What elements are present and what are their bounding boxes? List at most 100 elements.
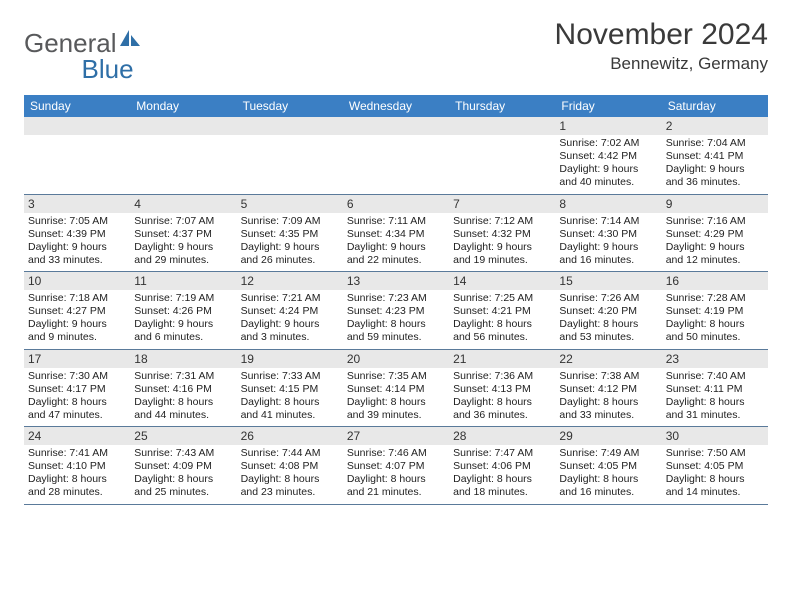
day-content: Sunrise: 7:19 AMSunset: 4:26 PMDaylight:… <box>130 290 236 349</box>
daylight-text-2: and 22 minutes. <box>347 254 445 267</box>
col-thursday: Thursday <box>449 95 555 117</box>
calendar-cell: 27Sunrise: 7:46 AMSunset: 4:07 PMDayligh… <box>343 427 449 505</box>
day-content: Sunrise: 7:33 AMSunset: 4:15 PMDaylight:… <box>237 368 343 427</box>
daylight-text-2: and 6 minutes. <box>134 331 232 344</box>
calendar-cell: 11Sunrise: 7:19 AMSunset: 4:26 PMDayligh… <box>130 272 236 350</box>
sunset-text: Sunset: 4:12 PM <box>559 383 657 396</box>
sunset-text: Sunset: 4:32 PM <box>453 228 551 241</box>
daylight-text-1: Daylight: 8 hours <box>28 473 126 486</box>
sunset-text: Sunset: 4:17 PM <box>28 383 126 396</box>
daylight-text-2: and 31 minutes. <box>666 409 764 422</box>
sunset-text: Sunset: 4:14 PM <box>347 383 445 396</box>
location-label: Bennewitz, Germany <box>555 54 768 74</box>
daylight-text-2: and 12 minutes. <box>666 254 764 267</box>
daylight-text-2: and 29 minutes. <box>134 254 232 267</box>
daylight-text-2: and 53 minutes. <box>559 331 657 344</box>
daylight-text-2: and 44 minutes. <box>134 409 232 422</box>
sunrise-text: Sunrise: 7:35 AM <box>347 370 445 383</box>
daylight-text-2: and 16 minutes. <box>559 254 657 267</box>
day-number-bar: 7 <box>449 195 555 213</box>
day-number-bar: 22 <box>555 350 661 368</box>
col-sunday: Sunday <box>24 95 130 117</box>
daylight-text-1: Daylight: 8 hours <box>559 318 657 331</box>
day-number-bar: 14 <box>449 272 555 290</box>
daylight-text-1: Daylight: 8 hours <box>134 396 232 409</box>
col-monday: Monday <box>130 95 236 117</box>
calendar-cell: 17Sunrise: 7:30 AMSunset: 4:17 PMDayligh… <box>24 349 130 427</box>
sunset-text: Sunset: 4:20 PM <box>559 305 657 318</box>
day-content: Sunrise: 7:46 AMSunset: 4:07 PMDaylight:… <box>343 445 449 504</box>
day-content: Sunrise: 7:43 AMSunset: 4:09 PMDaylight:… <box>130 445 236 504</box>
day-number-bar <box>449 117 555 135</box>
calendar-cell: 30Sunrise: 7:50 AMSunset: 4:05 PMDayligh… <box>662 427 768 505</box>
daylight-text-2: and 33 minutes. <box>28 254 126 267</box>
sunrise-text: Sunrise: 7:50 AM <box>666 447 764 460</box>
day-number-bar: 6 <box>343 195 449 213</box>
daylight-text-1: Daylight: 9 hours <box>666 241 764 254</box>
calendar-body: 1Sunrise: 7:02 AMSunset: 4:42 PMDaylight… <box>24 117 768 504</box>
day-content: Sunrise: 7:36 AMSunset: 4:13 PMDaylight:… <box>449 368 555 427</box>
daylight-text-2: and 16 minutes. <box>559 486 657 499</box>
col-wednesday: Wednesday <box>343 95 449 117</box>
sunrise-text: Sunrise: 7:14 AM <box>559 215 657 228</box>
sunrise-text: Sunrise: 7:23 AM <box>347 292 445 305</box>
sunrise-text: Sunrise: 7:40 AM <box>666 370 764 383</box>
sunset-text: Sunset: 4:23 PM <box>347 305 445 318</box>
brand-logo: GeneralBlue <box>24 28 144 85</box>
calendar-cell: 8Sunrise: 7:14 AMSunset: 4:30 PMDaylight… <box>555 194 661 272</box>
sunset-text: Sunset: 4:41 PM <box>666 150 764 163</box>
sunrise-text: Sunrise: 7:19 AM <box>134 292 232 305</box>
day-content <box>343 135 449 193</box>
calendar-cell: 7Sunrise: 7:12 AMSunset: 4:32 PMDaylight… <box>449 194 555 272</box>
daylight-text-2: and 9 minutes. <box>28 331 126 344</box>
col-saturday: Saturday <box>662 95 768 117</box>
day-content: Sunrise: 7:12 AMSunset: 4:32 PMDaylight:… <box>449 213 555 272</box>
daylight-text-1: Daylight: 8 hours <box>347 396 445 409</box>
day-content: Sunrise: 7:23 AMSunset: 4:23 PMDaylight:… <box>343 290 449 349</box>
day-content: Sunrise: 7:35 AMSunset: 4:14 PMDaylight:… <box>343 368 449 427</box>
daylight-text-1: Daylight: 9 hours <box>241 318 339 331</box>
daylight-text-2: and 36 minutes. <box>453 409 551 422</box>
calendar-cell <box>343 117 449 194</box>
calendar-cell: 5Sunrise: 7:09 AMSunset: 4:35 PMDaylight… <box>237 194 343 272</box>
sunrise-text: Sunrise: 7:44 AM <box>241 447 339 460</box>
day-content: Sunrise: 7:40 AMSunset: 4:11 PMDaylight:… <box>662 368 768 427</box>
calendar-cell: 24Sunrise: 7:41 AMSunset: 4:10 PMDayligh… <box>24 427 130 505</box>
calendar-cell: 10Sunrise: 7:18 AMSunset: 4:27 PMDayligh… <box>24 272 130 350</box>
sunrise-text: Sunrise: 7:43 AM <box>134 447 232 460</box>
day-number-bar: 12 <box>237 272 343 290</box>
day-number-bar: 11 <box>130 272 236 290</box>
sunset-text: Sunset: 4:13 PM <box>453 383 551 396</box>
calendar-cell: 16Sunrise: 7:28 AMSunset: 4:19 PMDayligh… <box>662 272 768 350</box>
daylight-text-2: and 28 minutes. <box>28 486 126 499</box>
day-number-bar: 16 <box>662 272 768 290</box>
day-content: Sunrise: 7:41 AMSunset: 4:10 PMDaylight:… <box>24 445 130 504</box>
sunrise-text: Sunrise: 7:28 AM <box>666 292 764 305</box>
day-number-bar: 20 <box>343 350 449 368</box>
calendar-cell: 15Sunrise: 7:26 AMSunset: 4:20 PMDayligh… <box>555 272 661 350</box>
daylight-text-1: Daylight: 9 hours <box>134 241 232 254</box>
daylight-text-1: Daylight: 9 hours <box>28 241 126 254</box>
daylight-text-2: and 25 minutes. <box>134 486 232 499</box>
daylight-text-2: and 33 minutes. <box>559 409 657 422</box>
calendar-cell <box>24 117 130 194</box>
day-content: Sunrise: 7:14 AMSunset: 4:30 PMDaylight:… <box>555 213 661 272</box>
day-content: Sunrise: 7:09 AMSunset: 4:35 PMDaylight:… <box>237 213 343 272</box>
sunset-text: Sunset: 4:26 PM <box>134 305 232 318</box>
sunrise-text: Sunrise: 7:02 AM <box>559 137 657 150</box>
daylight-text-2: and 41 minutes. <box>241 409 339 422</box>
day-number-bar: 30 <box>662 427 768 445</box>
calendar-cell: 18Sunrise: 7:31 AMSunset: 4:16 PMDayligh… <box>130 349 236 427</box>
day-content <box>24 135 130 193</box>
daylight-text-2: and 18 minutes. <box>453 486 551 499</box>
day-content: Sunrise: 7:47 AMSunset: 4:06 PMDaylight:… <box>449 445 555 504</box>
day-content: Sunrise: 7:25 AMSunset: 4:21 PMDaylight:… <box>449 290 555 349</box>
daylight-text-1: Daylight: 9 hours <box>453 241 551 254</box>
calendar-week-row: 10Sunrise: 7:18 AMSunset: 4:27 PMDayligh… <box>24 272 768 350</box>
day-content: Sunrise: 7:11 AMSunset: 4:34 PMDaylight:… <box>343 213 449 272</box>
day-content: Sunrise: 7:31 AMSunset: 4:16 PMDaylight:… <box>130 368 236 427</box>
day-content: Sunrise: 7:21 AMSunset: 4:24 PMDaylight:… <box>237 290 343 349</box>
day-content <box>130 135 236 193</box>
page-header: GeneralBlue November 2024 Bennewitz, Ger… <box>24 18 768 85</box>
daylight-text-1: Daylight: 8 hours <box>241 396 339 409</box>
